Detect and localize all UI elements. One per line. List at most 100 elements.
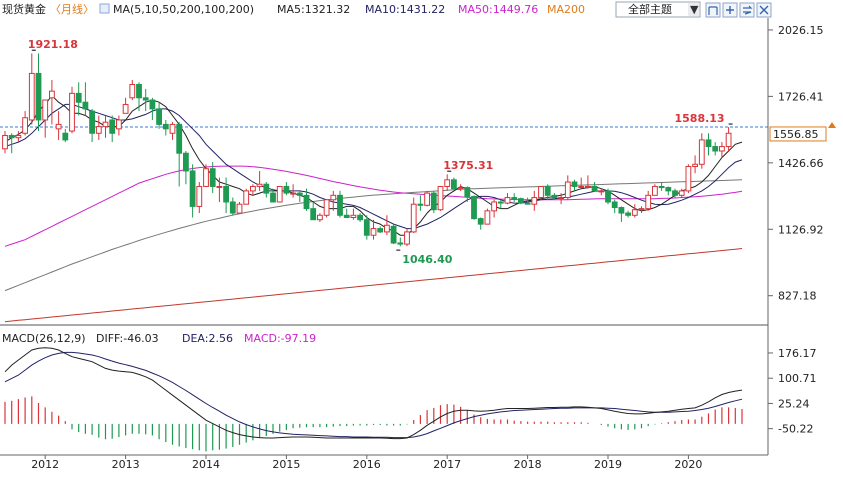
ma100-line [4, 179, 743, 292]
candle [323, 199, 330, 218]
x-tick-label: 2015 [272, 458, 300, 471]
candle-body [256, 183, 263, 187]
sync-icon[interactable] [722, 2, 738, 18]
candle-body [250, 185, 256, 192]
candle-body [62, 132, 69, 141]
candle [22, 111, 29, 136]
candle-body [471, 195, 477, 220]
candle [571, 179, 578, 191]
close-icon[interactable] [756, 2, 772, 18]
candle-body [484, 210, 491, 225]
candle-body [578, 185, 585, 188]
candle-body [698, 139, 705, 165]
candle [263, 182, 270, 198]
expand-icon[interactable] [705, 2, 721, 18]
candle-body [712, 146, 719, 152]
candle-body [719, 146, 725, 152]
candle-body [283, 185, 290, 194]
candle-body [591, 185, 598, 192]
theme-arrow-box [688, 3, 699, 16]
candle [149, 97, 156, 120]
period-label[interactable]: 〈月线〉 [50, 2, 94, 16]
candle-body [142, 97, 149, 101]
candle [49, 80, 55, 125]
candle [618, 206, 625, 222]
candle [692, 155, 699, 174]
candlestick-series [2, 53, 732, 247]
candle [42, 99, 49, 138]
candle-body [564, 181, 571, 199]
ma-toggle-icon[interactable] [99, 3, 110, 14]
candle-body [69, 92, 75, 132]
candle [337, 190, 343, 218]
candle-body [75, 92, 82, 103]
last-price-label: 1556.85 [773, 128, 819, 141]
candle [484, 208, 491, 225]
candle [296, 190, 303, 202]
swap-icon[interactable] [739, 2, 755, 18]
candle [89, 108, 95, 143]
x-axis-ticks: 2012 2013 2014 2015 2016 2017 2018 2019 2020 [31, 455, 702, 471]
ma50-value: MA50:1449.76 [458, 3, 538, 16]
theme-select[interactable]: 全部主题 ▼ [615, 1, 701, 18]
candle [196, 182, 203, 214]
candle-body [169, 123, 176, 134]
candle [564, 175, 571, 200]
candle [156, 102, 162, 129]
candle [725, 127, 732, 151]
price-arrow-icon [828, 121, 836, 128]
candle [377, 226, 384, 234]
candle [129, 80, 136, 101]
candle [310, 201, 317, 221]
candle [183, 150, 189, 185]
x-tick-label: 2018 [514, 458, 542, 471]
candle-body [337, 194, 343, 216]
candle [223, 177, 229, 214]
annotation: 1375.31 [443, 159, 493, 172]
candle [631, 204, 638, 218]
candle-body [109, 119, 116, 134]
candle [370, 219, 377, 240]
candle-body [384, 224, 390, 233]
candle-body [672, 190, 678, 196]
candle [430, 190, 437, 214]
candle [578, 177, 585, 189]
candle-body [611, 201, 618, 209]
theme-select-label: 全部主题 [628, 2, 672, 16]
candle-body [370, 228, 377, 236]
candle [705, 133, 712, 156]
candle [645, 190, 652, 211]
candle [698, 133, 705, 169]
candle-body [437, 185, 444, 211]
candle-body [149, 99, 156, 110]
candle [471, 195, 477, 220]
macd-y-ticks: 176.17 100.71 25.24 -50.22 [768, 347, 817, 436]
candle [437, 185, 444, 211]
macd-tick-label: -50.22 [778, 423, 813, 436]
candle [652, 184, 658, 196]
candle [457, 184, 464, 191]
dea-line [4, 351, 743, 439]
candle-body [665, 187, 672, 192]
candle-body [618, 207, 625, 214]
candle [343, 208, 350, 218]
candle-body [518, 198, 524, 204]
candle [69, 86, 75, 134]
candle [136, 82, 142, 112]
candle [558, 193, 565, 205]
candle-body [22, 117, 29, 134]
candle-body [49, 90, 55, 99]
candle-body [209, 168, 216, 187]
candle-body [42, 99, 49, 121]
candle-body [404, 231, 410, 245]
candle-body [477, 218, 484, 225]
macd-macd-value: MACD:-97.19 [244, 332, 316, 345]
candle-body [343, 214, 350, 218]
candle-body [424, 192, 431, 206]
candle [276, 185, 283, 203]
candle-body [430, 192, 437, 211]
candle-body [122, 103, 129, 114]
candle-body [551, 194, 558, 199]
candle-body [156, 108, 162, 125]
candle-body [330, 194, 337, 201]
